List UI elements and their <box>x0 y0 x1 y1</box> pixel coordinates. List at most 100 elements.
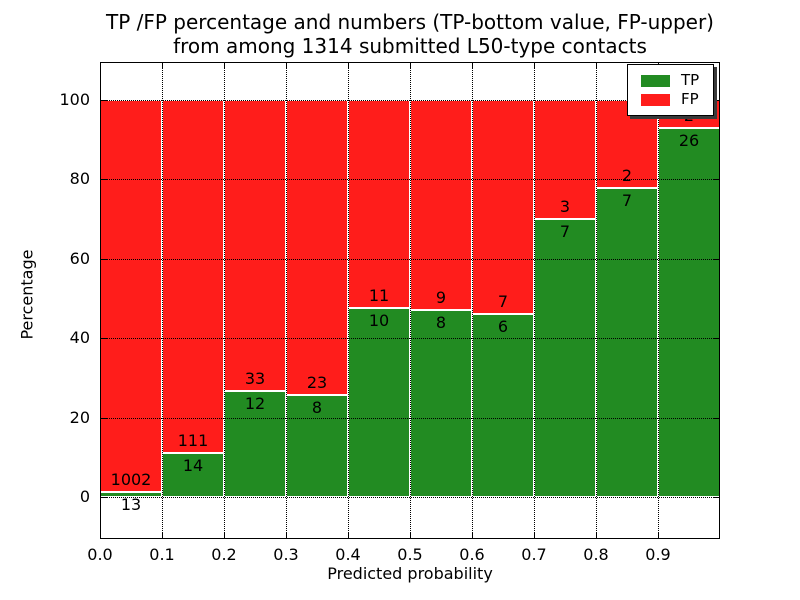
bar-segment-tp <box>286 395 348 497</box>
bar-segment-fp <box>224 100 286 391</box>
legend-label-tp: TP <box>681 71 700 89</box>
x-axis-label: Predicted probability <box>327 564 493 583</box>
y-tick-mark <box>101 100 107 101</box>
bar-segment-fp <box>286 100 348 395</box>
y-axis-label: Percentage <box>17 249 37 340</box>
x-tick-label: 0.7 <box>521 545 547 564</box>
fp-count-label: 2 <box>621 166 633 185</box>
y-tick-label: 40 <box>69 328 90 347</box>
x-tick-label: 0.6 <box>459 545 485 564</box>
legend-item-fp: FP <box>641 90 705 109</box>
x-tick-mark-top <box>224 63 225 69</box>
fp-count-label: 111 <box>177 431 209 450</box>
bar-segment-tp <box>472 314 534 497</box>
x-tick-mark-top <box>100 63 101 69</box>
x-tick-label: 0.2 <box>211 545 237 564</box>
v-gridline <box>658 62 659 539</box>
tp-count-label: 10 <box>368 311 390 330</box>
y-tick-mark <box>101 418 107 419</box>
y-tick-mark <box>101 338 107 339</box>
v-gridline <box>224 62 225 539</box>
v-gridline <box>162 62 163 539</box>
fp-count-label: 11 <box>368 286 390 305</box>
legend-item-tp: TP <box>641 71 705 90</box>
bar-segment-tp <box>410 310 472 497</box>
x-tick-mark <box>534 532 535 538</box>
tp-count-label: 7 <box>559 222 571 241</box>
x-tick-mark-top <box>472 63 473 69</box>
tp-count-label: 14 <box>182 456 204 475</box>
tp-count-label: 26 <box>678 131 700 150</box>
tp-count-label: 8 <box>311 398 323 417</box>
y-tick-mark-right <box>713 338 719 339</box>
tp-count-label: 6 <box>497 317 509 336</box>
y-tick-mark <box>101 497 107 498</box>
bar-segment-fp <box>410 100 472 310</box>
x-tick-mark-top <box>596 63 597 69</box>
y-tick-mark <box>101 179 107 180</box>
y-tick-mark-right <box>713 259 719 260</box>
tp-count-label: 7 <box>621 191 633 210</box>
bar-segment-fp <box>100 100 162 492</box>
tp-count-label: 12 <box>244 394 266 413</box>
fp-count-label: 9 <box>435 288 447 307</box>
v-gridline <box>286 62 287 539</box>
y-tick-label: 80 <box>69 169 90 188</box>
x-tick-mark <box>348 532 349 538</box>
fp-count-label: 1002 <box>110 470 152 489</box>
v-gridline <box>348 62 349 539</box>
legend-label-fp: FP <box>681 90 699 108</box>
bar-segment-fp <box>534 100 596 219</box>
y-tick-mark-right <box>713 418 719 419</box>
x-tick-mark-top <box>348 63 349 69</box>
y-tick-mark-right <box>713 100 719 101</box>
v-gridline <box>472 62 473 539</box>
legend: TP FP <box>627 64 714 116</box>
fp-count-label: 3 <box>559 197 571 216</box>
bar-segment-tp <box>596 188 658 497</box>
y-tick-label: 60 <box>69 249 90 268</box>
x-tick-mark-top <box>286 63 287 69</box>
x-tick-mark <box>100 532 101 538</box>
fp-count-label: 33 <box>244 369 266 388</box>
bar-segment-tp <box>162 453 224 497</box>
x-tick-label: 0.0 <box>87 545 113 564</box>
x-tick-mark-top <box>410 63 411 69</box>
x-tick-label: 0.4 <box>335 545 361 564</box>
bar-segment-fp <box>348 100 410 308</box>
x-tick-mark <box>472 532 473 538</box>
y-tick-mark <box>101 259 107 260</box>
bar-segment-fp <box>162 100 224 453</box>
x-tick-label: 0.8 <box>583 545 609 564</box>
fp-swatch-icon <box>641 93 670 106</box>
x-tick-mark <box>410 532 411 538</box>
tp-count-label: 8 <box>435 313 447 332</box>
bar-segment-tp <box>534 219 596 497</box>
tp-count-label: 13 <box>120 495 142 514</box>
y-tick-label: 100 <box>59 90 90 109</box>
bar-segment-tp <box>658 128 720 497</box>
v-gridline <box>534 62 535 539</box>
y-tick-mark-right <box>713 497 719 498</box>
x-tick-mark <box>162 532 163 538</box>
x-tick-mark <box>596 532 597 538</box>
y-tick-label: 0 <box>79 487 90 506</box>
x-tick-label: 0.1 <box>149 545 175 564</box>
x-tick-label: 0.9 <box>645 545 671 564</box>
x-tick-mark-top <box>534 63 535 69</box>
v-gridline <box>596 62 597 539</box>
fp-count-label: 7 <box>497 292 509 311</box>
chart-title-line-1: TP /FP percentage and numbers (TP-bottom… <box>106 10 714 34</box>
bar-segment-fp <box>472 100 534 314</box>
x-tick-label: 0.3 <box>273 545 299 564</box>
v-gridline <box>410 62 411 539</box>
x-tick-mark <box>286 532 287 538</box>
x-tick-label: 0.5 <box>397 545 423 564</box>
tp-swatch-icon <box>641 74 670 87</box>
bar-segment-tp <box>348 308 410 497</box>
chart-title-line-2: from among 1314 submitted L50-type conta… <box>173 34 647 58</box>
x-tick-mark <box>658 532 659 538</box>
y-tick-mark-right <box>713 179 719 180</box>
x-tick-mark-top <box>162 63 163 69</box>
